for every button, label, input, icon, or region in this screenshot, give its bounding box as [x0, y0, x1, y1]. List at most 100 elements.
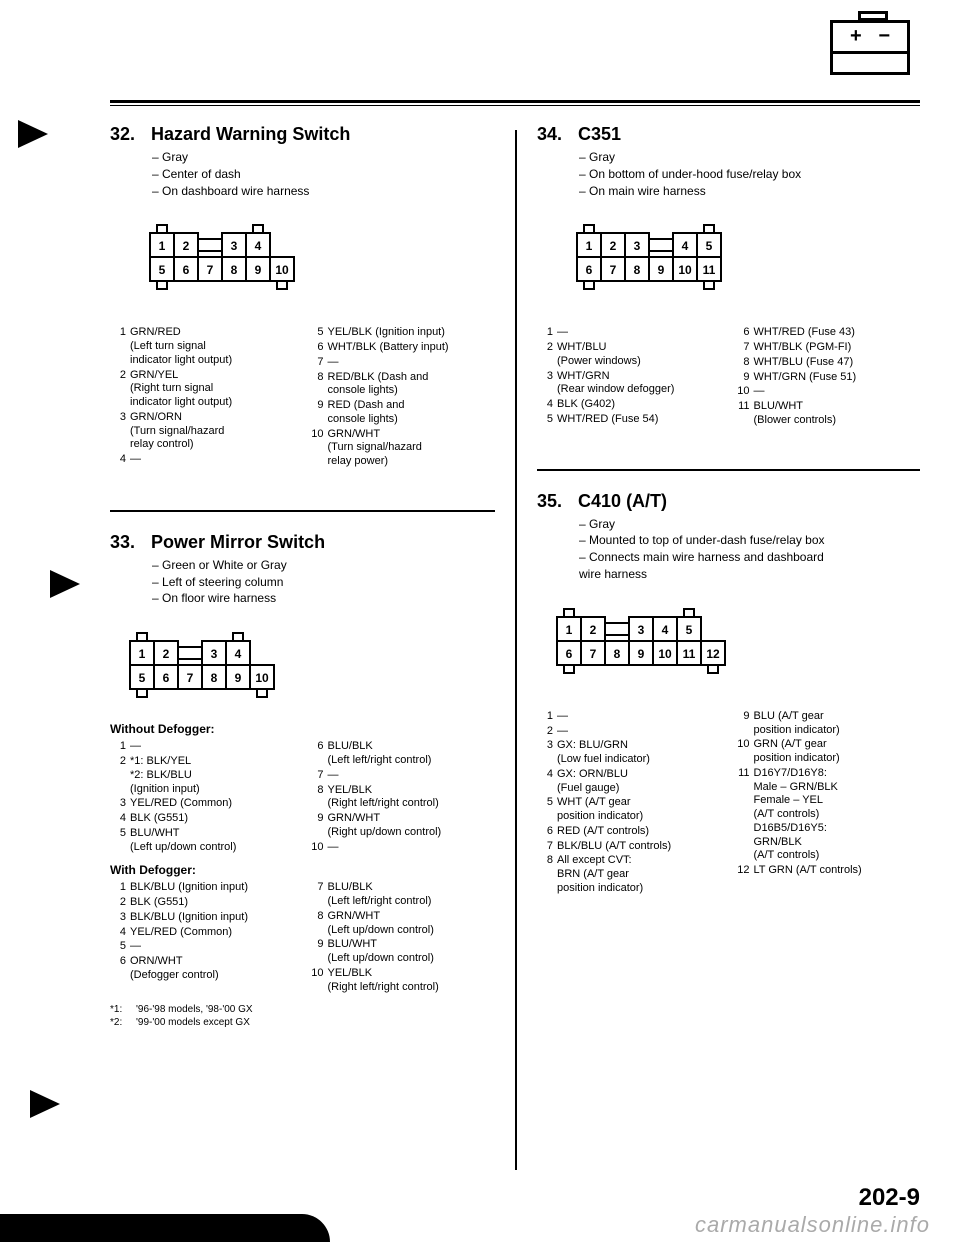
- section-32-pins: 1GRN/RED (Left turn signal indicator lig…: [110, 326, 495, 470]
- pin-item: 4BLK (G402): [537, 398, 724, 412]
- svg-text:6: 6: [183, 263, 190, 277]
- column-divider: [515, 130, 517, 1170]
- meta-item: Center of dash: [152, 166, 495, 183]
- svg-text:1: 1: [586, 239, 593, 253]
- pin-item: 10GRN (A/T gear position indicator): [734, 738, 921, 766]
- svg-text:6: 6: [163, 671, 170, 685]
- pin-item: 2WHT/BLU (Power windows): [537, 341, 724, 369]
- svg-text:4: 4: [682, 239, 689, 253]
- section-33-footnotes: *1:'96-'98 models, '98-'00 GX*2:'99-'00 …: [110, 1003, 495, 1029]
- pin-item: 10YEL/BLK (Right left/right control): [308, 967, 496, 995]
- svg-text:9: 9: [638, 647, 645, 661]
- svg-text:7: 7: [207, 263, 214, 277]
- meta-item: Gray: [579, 516, 920, 533]
- section-33-pins-without: 1—2*1: BLK/YEL *2: BLK/BLU (Ignition inp…: [110, 740, 495, 855]
- svg-text:10: 10: [255, 671, 269, 685]
- pin-item: 8RED/BLK (Dash and console lights): [308, 371, 496, 399]
- svg-text:3: 3: [634, 239, 641, 253]
- section-number: 34.: [537, 124, 562, 145]
- footnote: *1:'96-'98 models, '98-'00 GX: [110, 1003, 495, 1016]
- meta-item: Green or White or Gray: [152, 557, 495, 574]
- svg-text:8: 8: [614, 647, 621, 661]
- watermark: carmanualsonline.info: [695, 1212, 930, 1238]
- svg-text:5: 5: [706, 239, 713, 253]
- connector-33-diagram: 12345678910: [120, 629, 495, 712]
- pin-item: 10GRN/WHT (Turn signal/hazard relay powe…: [308, 428, 496, 469]
- pin-item: 6ORN/WHT (Defogger control): [110, 955, 298, 983]
- pin-item: 5WHT/RED (Fuse 54): [537, 413, 724, 427]
- svg-text:1: 1: [139, 647, 146, 661]
- meta-item: On dashboard wire harness: [152, 183, 495, 200]
- pin-item: 10—: [308, 841, 496, 855]
- battery-icon: + −: [830, 20, 910, 75]
- svg-text:8: 8: [211, 671, 218, 685]
- section-35-head: 35. C410 (A/T): [537, 491, 920, 512]
- meta-item: Gray: [152, 149, 495, 166]
- pin-item: 4—: [110, 453, 298, 467]
- section-title: C351: [578, 124, 621, 145]
- pin-item: 5YEL/BLK (Ignition input): [308, 326, 496, 340]
- svg-text:10: 10: [678, 263, 692, 277]
- pin-item: 7BLU/BLK (Left left/right control): [308, 881, 496, 909]
- pin-item: 4BLK (G551): [110, 812, 298, 826]
- svg-text:3: 3: [231, 239, 238, 253]
- pin-item: 7WHT/BLK (PGM-FI): [734, 341, 921, 355]
- rule-mid-left: [110, 510, 495, 512]
- margin-arrow: [50, 570, 80, 598]
- connector-35-diagram: 123456789101112: [547, 605, 920, 688]
- svg-text:10: 10: [658, 647, 672, 661]
- section-33-pins-with: 1BLK/BLU (Ignition input)2BLK (G551)3BLK…: [110, 881, 495, 995]
- pin-item: 9BLU/WHT (Left up/down control): [308, 938, 496, 966]
- section-34-meta: GrayOn bottom of under-hood fuse/relay b…: [579, 149, 920, 199]
- section-number: 35.: [537, 491, 562, 512]
- svg-text:4: 4: [662, 623, 669, 637]
- section-35-pins: 1—2—3GX: BLU/GRN (Low fuel indicator)4GX…: [537, 710, 920, 897]
- svg-text:2: 2: [163, 647, 170, 661]
- section-title: C410 (A/T): [578, 491, 667, 512]
- pin-item: 11D16Y7/D16Y8: Male – GRN/BLK Female – Y…: [734, 767, 921, 863]
- pin-item: 1—: [110, 740, 298, 754]
- svg-text:5: 5: [686, 623, 693, 637]
- svg-text:8: 8: [231, 263, 238, 277]
- pin-item: 5WHT (A/T gear position indicator): [537, 796, 724, 824]
- margin-arrow: [18, 120, 48, 148]
- svg-text:5: 5: [139, 671, 146, 685]
- connector-34-diagram: 1234567891011: [567, 221, 920, 304]
- pin-item: 2*1: BLK/YEL *2: BLK/BLU (Ignition input…: [110, 755, 298, 796]
- pin-item: 8GRN/WHT (Left up/down control): [308, 910, 496, 938]
- meta-item: On floor wire harness: [152, 590, 495, 607]
- connector-32-diagram: 12345678910: [140, 221, 495, 304]
- pin-item: 3YEL/RED (Common): [110, 797, 298, 811]
- pin-item: 6BLU/BLK (Left left/right control): [308, 740, 496, 768]
- section-34-head: 34. C351: [537, 124, 920, 145]
- rule-top-thick: [110, 100, 920, 103]
- section-32-head: 32. Hazard Warning Switch: [110, 124, 495, 145]
- meta-item: Connects main wire harness and dashboard…: [579, 549, 920, 583]
- pin-item: 1—: [537, 710, 724, 724]
- pin-item: 11BLU/WHT (Blower controls): [734, 400, 921, 428]
- pin-item: 6WHT/RED (Fuse 43): [734, 326, 921, 340]
- svg-text:9: 9: [235, 671, 242, 685]
- svg-text:1: 1: [566, 623, 573, 637]
- svg-text:6: 6: [586, 263, 593, 277]
- without-defogger-label: Without Defogger:: [110, 722, 495, 736]
- pin-item: 8WHT/BLU (Fuse 47): [734, 356, 921, 370]
- svg-text:12: 12: [706, 647, 720, 661]
- pin-item: 2BLK (G551): [110, 896, 298, 910]
- pin-item: 2GRN/YEL (Right turn signal indicator li…: [110, 369, 298, 410]
- pin-item: 6WHT/BLK (Battery input): [308, 341, 496, 355]
- svg-text:1: 1: [159, 239, 166, 253]
- section-35-meta: GrayMounted to top of under-dash fuse/re…: [579, 516, 920, 583]
- meta-item: Gray: [579, 149, 920, 166]
- pin-item: 7—: [308, 356, 496, 370]
- section-32-meta: GrayCenter of dashOn dashboard wire harn…: [152, 149, 495, 199]
- pin-item: 10—: [734, 385, 921, 399]
- pin-item: 5—: [110, 940, 298, 954]
- svg-text:5: 5: [159, 263, 166, 277]
- section-33-head: 33. Power Mirror Switch: [110, 532, 495, 553]
- footnote: *2:'99-'00 models except GX: [110, 1016, 495, 1029]
- pin-item: 3GX: BLU/GRN (Low fuel indicator): [537, 739, 724, 767]
- svg-text:2: 2: [183, 239, 190, 253]
- pin-item: 7BLK/BLU (A/T controls): [537, 840, 724, 854]
- section-number: 33.: [110, 532, 135, 553]
